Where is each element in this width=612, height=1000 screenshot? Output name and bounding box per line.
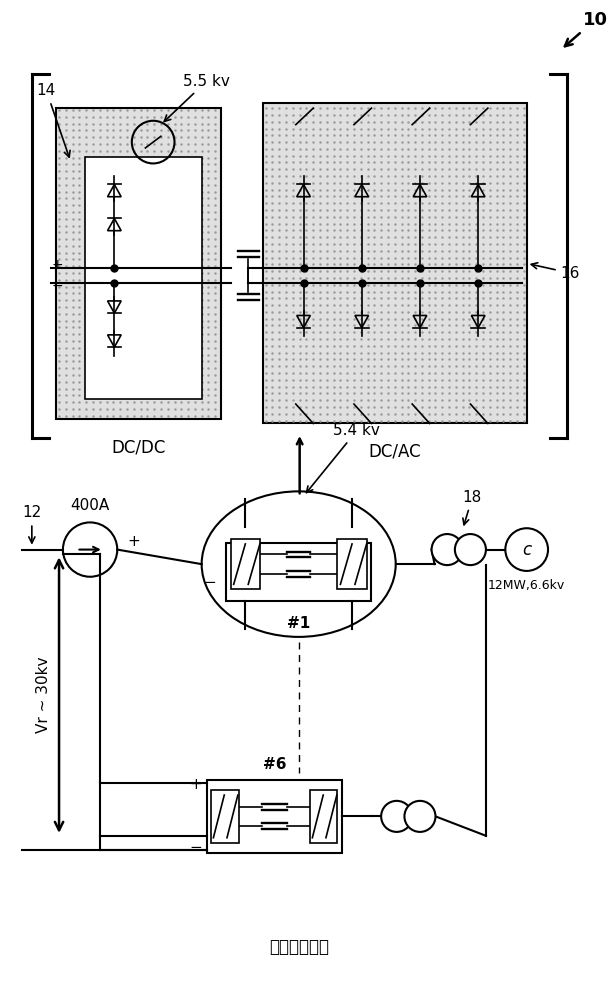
Circle shape — [405, 801, 436, 832]
Text: DC/AC: DC/AC — [368, 443, 421, 461]
Text: c: c — [522, 541, 531, 559]
Bar — [263, 103, 527, 423]
Bar — [310, 790, 337, 843]
Text: 14: 14 — [37, 83, 70, 157]
Circle shape — [455, 534, 486, 565]
Text: +: + — [127, 534, 140, 549]
Text: 5.4 kv: 5.4 kv — [307, 423, 380, 493]
Text: 12MW,6.6kv: 12MW,6.6kv — [488, 579, 565, 592]
Text: 10: 10 — [565, 11, 608, 46]
Text: 5.5 kv: 5.5 kv — [164, 74, 230, 121]
Bar — [337, 539, 367, 589]
Text: 18: 18 — [463, 490, 482, 525]
Text: 12: 12 — [22, 505, 42, 543]
Text: DC/DC: DC/DC — [111, 438, 166, 456]
Bar — [206, 780, 342, 853]
Bar — [226, 543, 371, 601]
Bar — [231, 539, 260, 589]
Text: −: − — [204, 575, 217, 590]
Circle shape — [431, 534, 463, 565]
Bar — [85, 157, 202, 399]
Bar — [56, 108, 221, 419]
Text: −: − — [189, 840, 202, 855]
Text: +: + — [189, 777, 202, 792]
Text: 400A: 400A — [70, 498, 110, 513]
Circle shape — [381, 801, 412, 832]
Text: −: − — [51, 279, 63, 293]
Text: 16: 16 — [531, 263, 580, 281]
Text: （现有技术）: （现有技术） — [270, 938, 330, 956]
Text: Vr ~ 30kv: Vr ~ 30kv — [36, 657, 51, 733]
Text: +: + — [51, 258, 63, 272]
Bar — [211, 790, 239, 843]
Text: #6: #6 — [263, 757, 286, 772]
Text: #1: #1 — [287, 616, 310, 631]
